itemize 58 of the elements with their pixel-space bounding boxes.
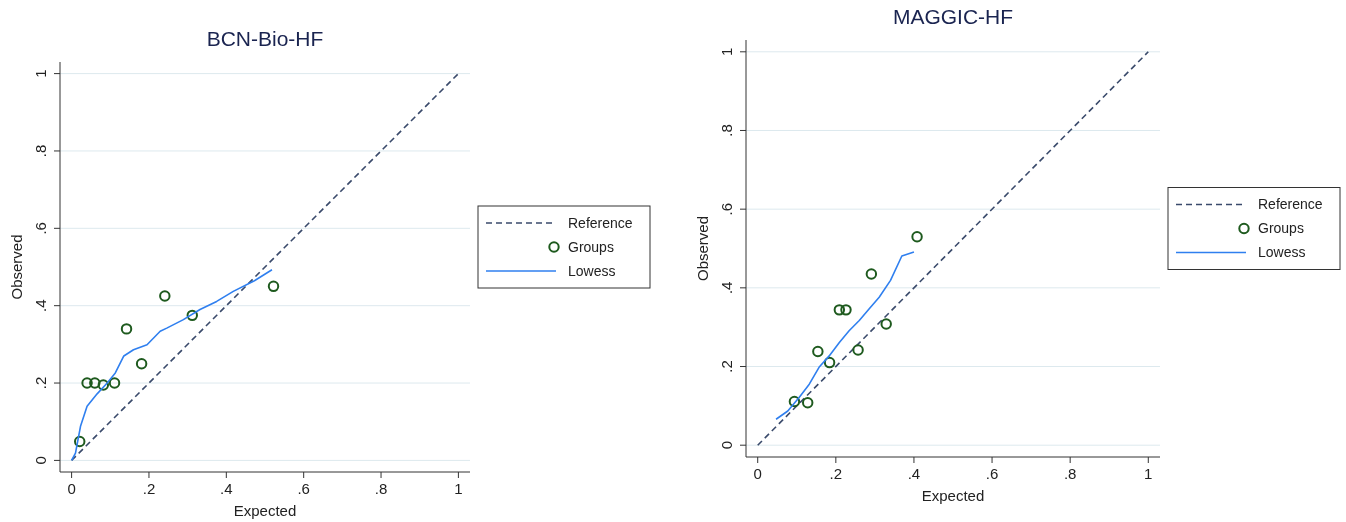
y-tick-label: 0 [718,441,735,450]
y-tick-label: 1 [32,69,49,78]
y-tick-label: .6 [718,202,735,216]
y-axis-title: Observed [694,215,711,282]
chart-title: MAGGIC-HF [892,5,1014,28]
point [267,280,280,293]
y-tick-label: .4 [718,281,735,295]
legend-label: Reference [1258,196,1323,213]
point [135,357,148,370]
x-tick-label: .2 [142,480,156,497]
point [880,318,892,330]
point [120,323,133,335]
point [159,290,171,302]
x-tick-label: 0 [67,480,76,497]
line-series [775,251,915,421]
y-tick-label: 1 [718,47,735,56]
legend-label: Groups [568,238,614,255]
x-tick-label: .8 [1063,465,1077,482]
x-tick-label: 1 [454,480,463,497]
x-tick-label: .4 [907,465,921,482]
point [823,356,836,369]
x-tick-label: 1 [1144,465,1153,482]
x-tick-label: .6 [985,465,999,482]
point [911,230,923,243]
point [812,345,824,358]
legend-label: Groups [1258,220,1304,237]
point [186,309,198,322]
y-axis-title: Observed [8,234,25,300]
point [97,379,110,391]
x-tick-label: .6 [297,480,310,497]
y-tick-label: 0 [32,456,49,465]
x-tick-label: .8 [374,480,388,497]
point [89,377,101,389]
point [108,377,121,389]
point [801,397,814,409]
point [833,304,846,316]
x-tick-label: .4 [220,480,233,497]
point [788,395,801,408]
y-tick-label: .4 [32,299,49,312]
x-axis-title: Expected [921,487,985,504]
legend-label: Reference [568,214,633,231]
chart-title: BCN-Bio-HF [206,27,324,50]
legend-label: Lowess [568,262,616,279]
point [865,268,878,280]
y-tick-label: .8 [32,144,49,158]
point [74,435,86,448]
point [840,304,852,316]
point [852,344,864,356]
y-tick-label: .6 [32,222,49,235]
y-tick-label: .8 [718,124,735,137]
point [81,377,93,389]
line-series [70,268,273,462]
y-tick-label: .2 [32,376,49,390]
x-tick-label: .2 [829,465,843,482]
x-tick-label: 0 [753,465,762,482]
y-tick-label: .2 [718,360,735,373]
x-axis-title: Expected [233,502,297,519]
legend-label: Lowess [1258,244,1306,261]
